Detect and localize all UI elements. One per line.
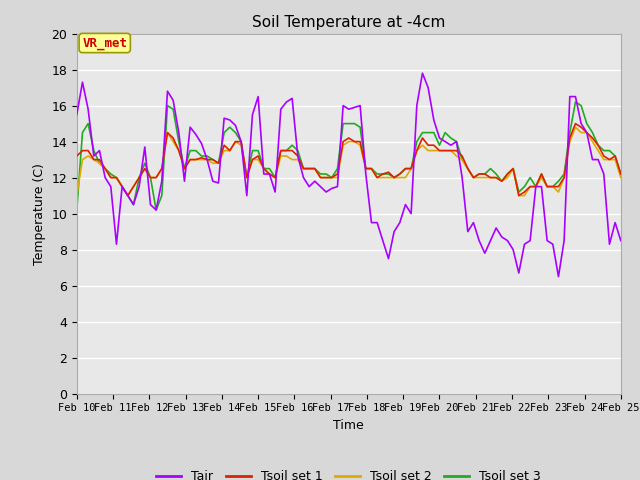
Tair (214, 180, 222, 186)
Line: Tsoil set 1: Tsoil set 1 (77, 123, 621, 196)
Tsoil set 1 (73, 153, 81, 159)
Tsoil set 1 (617, 171, 625, 177)
Tsoil set 2 (572, 124, 579, 130)
Tair (113, 241, 120, 247)
Tair (73, 112, 81, 118)
Tsoil set 2 (73, 192, 81, 199)
Tair (345, 106, 353, 112)
Tsoil set 1 (124, 192, 132, 199)
Tair (90, 153, 98, 159)
Title: Soil Temperature at -4cm: Soil Temperature at -4cm (252, 15, 445, 30)
Tsoil set 1 (351, 139, 358, 144)
Text: VR_met: VR_met (82, 36, 127, 49)
Tsoil set 3 (90, 148, 98, 154)
Line: Tsoil set 2: Tsoil set 2 (77, 127, 621, 196)
Tsoil set 1 (90, 156, 98, 162)
Line: Tair: Tair (77, 73, 621, 276)
Tsoil set 1 (113, 175, 120, 180)
Tsoil set 3 (214, 160, 222, 166)
X-axis label: Time: Time (333, 419, 364, 432)
Tsoil set 2 (385, 175, 392, 180)
Tsoil set 2 (617, 175, 625, 180)
Tsoil set 3 (572, 99, 579, 105)
Tair (498, 234, 506, 240)
Tsoil set 1 (572, 120, 579, 126)
Tsoil set 3 (113, 175, 120, 180)
Tair (385, 256, 392, 262)
Tsoil set 3 (385, 171, 392, 177)
Tsoil set 2 (113, 175, 120, 180)
Tair (555, 274, 563, 279)
Tsoil set 3 (492, 171, 500, 177)
Tsoil set 2 (214, 160, 222, 166)
Y-axis label: Temperature (C): Temperature (C) (33, 163, 45, 264)
Tsoil set 1 (498, 178, 506, 184)
Tsoil set 2 (492, 175, 500, 180)
Tsoil set 1 (390, 175, 398, 180)
Tsoil set 3 (345, 120, 353, 126)
Tsoil set 3 (73, 207, 81, 213)
Tair (617, 238, 625, 243)
Line: Tsoil set 3: Tsoil set 3 (77, 102, 621, 210)
Tsoil set 1 (220, 142, 228, 148)
Tsoil set 2 (90, 156, 98, 162)
Tsoil set 3 (617, 171, 625, 177)
Legend: Tair, Tsoil set 1, Tsoil set 2, Tsoil set 3: Tair, Tsoil set 1, Tsoil set 2, Tsoil se… (152, 465, 546, 480)
Tair (419, 70, 426, 76)
Tsoil set 2 (345, 139, 353, 144)
